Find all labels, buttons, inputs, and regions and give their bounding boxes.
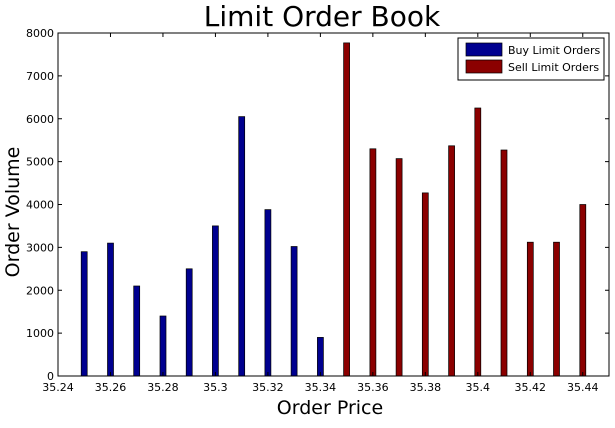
x-tick-label: 35.4 xyxy=(466,381,491,394)
y-tick-label: 0 xyxy=(47,370,54,383)
buy-order-bar xyxy=(80,251,88,377)
x-tick-label: 35.36 xyxy=(357,381,389,394)
x-tick-label: 35.34 xyxy=(305,381,337,394)
y-tick-label: 6000 xyxy=(26,113,54,126)
x-tick-label: 35.32 xyxy=(252,381,284,394)
legend-label: Sell Limit Orders xyxy=(508,61,599,74)
sell-order-bar xyxy=(526,241,534,377)
x-tick-label: 35.3 xyxy=(203,381,228,394)
buy-order-bar xyxy=(264,209,272,377)
buy-order-bar xyxy=(290,246,298,377)
buy-order-bar xyxy=(238,116,246,377)
sell-order-bar xyxy=(421,192,429,377)
buy-order-bar xyxy=(212,225,219,377)
y-tick-label: 3000 xyxy=(26,241,54,254)
sell-order-bar xyxy=(579,204,587,377)
sell-order-bar xyxy=(369,148,377,377)
sell-legend-swatch xyxy=(465,59,503,74)
y-tick-label: 4000 xyxy=(26,199,54,212)
buy-order-bar xyxy=(133,285,141,377)
x-tick-label: 35.26 xyxy=(95,381,127,394)
buy-legend-swatch xyxy=(465,42,503,57)
sell-order-bar xyxy=(553,241,560,377)
y-tick-label: 8000 xyxy=(26,27,54,40)
x-axis-label: Order Price xyxy=(277,397,383,419)
y-tick-label: 7000 xyxy=(26,70,54,83)
sell-order-bar xyxy=(395,158,403,377)
buy-order-bar xyxy=(107,242,114,377)
chart-title: Limit Order Book xyxy=(204,0,441,33)
sell-order-bar xyxy=(500,149,508,377)
y-tick-label: 5000 xyxy=(26,156,54,169)
x-tick-label: 35.44 xyxy=(567,381,599,394)
x-tick-label: 35.24 xyxy=(42,381,74,394)
sell-order-bar xyxy=(448,145,455,377)
buy-order-bar xyxy=(185,268,193,377)
plot-frame xyxy=(57,32,610,377)
buy-order-bar xyxy=(317,337,324,377)
sell-order-bar xyxy=(343,42,350,377)
y-tick-label: 1000 xyxy=(26,327,54,340)
x-tick-label: 35.42 xyxy=(515,381,547,394)
x-tick-label: 35.38 xyxy=(410,381,442,394)
legend-label: Buy Limit Orders xyxy=(508,44,601,57)
sell-order-bar xyxy=(474,107,482,377)
y-axis-label: Order Volume xyxy=(2,147,24,278)
y-tick-label: 2000 xyxy=(26,284,54,297)
x-tick-label: 35.28 xyxy=(147,381,179,394)
buy-order-bar xyxy=(159,315,167,377)
